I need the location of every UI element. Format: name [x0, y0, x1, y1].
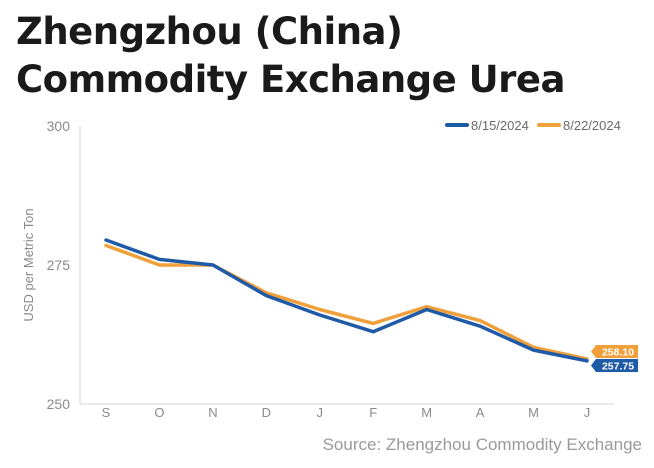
x-tick-label: N: [208, 405, 217, 420]
series-line: [104, 243, 589, 361]
source-note: Source: Zhengzhou Commodity Exchange: [322, 435, 642, 454]
y-tick-label: 275: [47, 257, 71, 273]
legend: 8/15/2024 8/22/2024: [445, 118, 621, 133]
y-tick-label: 250: [47, 396, 71, 412]
x-tick-label: A: [476, 405, 485, 420]
x-tick-label: S: [102, 405, 111, 420]
y-tick-label: 300: [47, 118, 71, 134]
end-value-label: 258.10: [602, 347, 634, 359]
series-line: [104, 238, 589, 363]
end-label-badge: [591, 359, 638, 372]
x-tick-label: M: [528, 405, 539, 420]
end-label-badge: [591, 345, 638, 358]
chart-axes: [79, 126, 614, 405]
x-tick-label: J: [584, 405, 591, 420]
end-value-labels: 258.10 257.75: [591, 345, 638, 373]
x-tick-label: M: [421, 405, 432, 420]
series-lines: [104, 238, 589, 363]
chart-title: Zhengzhou (China) Commodity Exchange Ure…: [16, 10, 566, 101]
x-tick-label: F: [369, 405, 377, 420]
legend-label: 8/15/2024: [471, 118, 529, 133]
y-axis-label: USD per Metric Ton: [21, 208, 36, 321]
end-value-label: 257.75: [602, 361, 634, 373]
x-tick-label: J: [317, 405, 324, 420]
x-tick-label: D: [262, 405, 271, 420]
y-tick-labels: 250 275 300: [47, 118, 71, 412]
x-tick-label: O: [154, 405, 164, 420]
legend-label: 8/22/2024: [563, 118, 621, 133]
